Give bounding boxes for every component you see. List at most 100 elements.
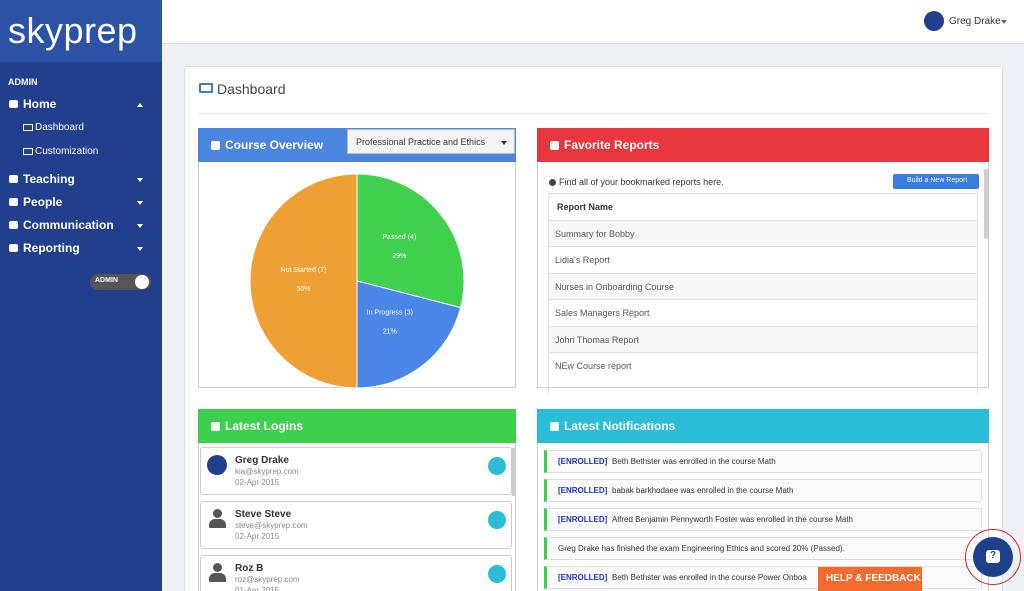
admin-toggle[interactable]: ADMIN: [90, 274, 151, 290]
course-select-label: Professional Practice and Ethics: [356, 137, 486, 147]
notification-text: Greg Drake has finished the exam Enginee…: [558, 544, 845, 553]
help-circle[interactable]: ?: [973, 537, 1013, 577]
latest-logins-panel: Latest Logins Greg Drake kia@skyprep.com 02…: [198, 409, 516, 591]
notification-text: Alfred Benjamin Pennyworth Foster was en…: [612, 515, 854, 524]
menu-item[interactable]: Teaching: [23, 172, 75, 186]
login-date: 02-Apr 2015: [235, 532, 280, 541]
notification-text: Beth Bethster was enrolled in the course…: [612, 573, 807, 582]
submenu-item[interactable]: Customization: [35, 146, 99, 157]
user-caret: [1001, 20, 1007, 24]
notification-text: Beth Bethster was enrolled in the course…: [612, 457, 776, 466]
panel-title: Favorite Reports: [564, 138, 660, 152]
login-email: steve@skyprep.com: [235, 521, 308, 530]
help-icon: ?: [990, 550, 997, 561]
notification-tag: [ENROLLED]: [558, 573, 608, 582]
user-avatar-head: [213, 563, 222, 572]
menu-caret: [137, 178, 143, 182]
help-icon-bubble: [986, 550, 1000, 563]
panel-title: Latest Notifications: [564, 419, 676, 433]
report-name: Nurses in Onboarding Course: [555, 281, 675, 292]
slice-value: 21%: [383, 328, 397, 335]
menu-caret: [137, 247, 143, 251]
panel-icon: [550, 141, 559, 150]
mail-button[interactable]: [488, 511, 506, 529]
page-title: Dashboard: [217, 81, 286, 97]
menu-icon: [9, 221, 18, 229]
topbar: Greg Drake: [162, 0, 1024, 44]
menu-caret: [137, 224, 143, 228]
monitor-icon: [199, 83, 213, 93]
notification: [ENROLLED] Beth Bethster was enrolled in …: [544, 450, 982, 473]
notification-tag: [ENROLLED]: [558, 515, 608, 524]
login-name: Steve Steve: [235, 509, 292, 520]
course-overview-panel: Course Overview Professional Practice and…: [198, 128, 516, 388]
menu-icon: [9, 244, 18, 252]
help-feedback-label: HELP & FEEDBACK: [826, 573, 921, 584]
notification-tag: [ENROLLED]: [558, 457, 608, 466]
report-row[interactable]: Lidia's Report: [549, 246, 977, 273]
report-row[interactable]: Sales Managers Report: [549, 299, 977, 326]
submenu-item[interactable]: Dashboard: [35, 122, 84, 133]
slice-label: Not Started (7): [281, 267, 327, 274]
panel-title: Latest Logins: [225, 419, 304, 433]
favorite-reports-panel: Favorite Reports Find all of your bookmar…: [537, 128, 989, 393]
panel-header: [537, 128, 989, 162]
panel-title: Course Overview: [225, 138, 324, 152]
pie-slice: [356, 173, 465, 309]
build-report-label: Build a New Report: [907, 177, 968, 184]
login-card: Steve Steve steve@skyprep.com 02-Apr 2015: [200, 501, 512, 549]
scrollbar: [512, 448, 515, 496]
menu-item[interactable]: Reporting: [23, 241, 80, 255]
report-row[interactable]: Nurses in Onboarding Course: [549, 272, 977, 299]
menu-item[interactable]: Communication: [23, 218, 114, 232]
reports-table: Report Name Summary for Bobby Lidia's Repo…: [548, 193, 978, 393]
panel-header: [198, 409, 516, 443]
pie-slice: [249, 173, 358, 388]
slice-value: 50%: [296, 286, 310, 293]
divider: [199, 113, 990, 114]
notification: Greg Drake has finished the exam Enginee…: [544, 537, 982, 560]
info-icon: [549, 179, 556, 186]
report-name: Sales Managers Report: [555, 308, 650, 319]
report-row[interactable]: John Thomas Report: [549, 325, 977, 352]
reports-hint: Find all of your bookmarked reports here…: [559, 177, 724, 187]
user-name[interactable]: Greg Drake: [949, 16, 1001, 27]
slice-value: 29%: [392, 253, 406, 260]
toggle-knob: [135, 275, 149, 289]
login-email: kia@skyprep.com: [235, 467, 299, 476]
submenu-icon: [23, 124, 33, 131]
report-row[interactable]: NEw Course report: [549, 352, 977, 378]
mail-button[interactable]: [488, 565, 506, 583]
slice-label: Passed (4): [382, 234, 416, 241]
sidebar: skyprep ADMIN Home Dashboard Customization Te…: [0, 0, 162, 591]
submenu-icon: [23, 148, 33, 155]
login-date: 01-Apr 2015: [235, 586, 280, 591]
notification-tag: [ENROLLED]: [558, 486, 608, 495]
panel-header: [537, 409, 989, 443]
report-name: Summary for Bobby: [555, 229, 635, 239]
report-name: Lidia's Report: [555, 255, 610, 266]
build-report-button[interactable]: Build a New Report: [893, 174, 979, 189]
column-header: Report Name: [557, 202, 614, 212]
menu-icon: [9, 175, 18, 183]
login-card: Greg Drake kia@skyprep.com 02-Apr 2015: [200, 447, 512, 495]
slice-label: In Progress (3): [367, 309, 413, 316]
notification: [ENROLLED] babak barkhodaee was enrolled …: [544, 479, 982, 502]
menu-item[interactable]: Home: [23, 97, 57, 111]
help-feedback-button[interactable]: HELP & FEEDBACK: [818, 567, 922, 591]
user-avatar: [924, 11, 944, 31]
user-avatar: [207, 455, 227, 475]
report-row[interactable]: Summary for Bobby: [549, 220, 977, 246]
menu-caret: [137, 201, 143, 205]
report-name: John Thomas Report: [555, 334, 639, 345]
pie-chart: Passed (4) 29% In Progress (3) 21% Not Start…: [249, 173, 465, 388]
course-select[interactable]: Professional Practice and Ethics: [347, 129, 515, 154]
notification: [ENROLLED] Alfred Benjamin Pennyworth Fos…: [544, 508, 982, 531]
notification-text: babak barkhodaee was enrolled in the cou…: [612, 486, 794, 495]
mail-button[interactable]: [488, 457, 506, 475]
toggle-label: ADMIN: [95, 277, 118, 284]
menu-item[interactable]: People: [23, 195, 63, 209]
menu-icon: [9, 100, 18, 108]
